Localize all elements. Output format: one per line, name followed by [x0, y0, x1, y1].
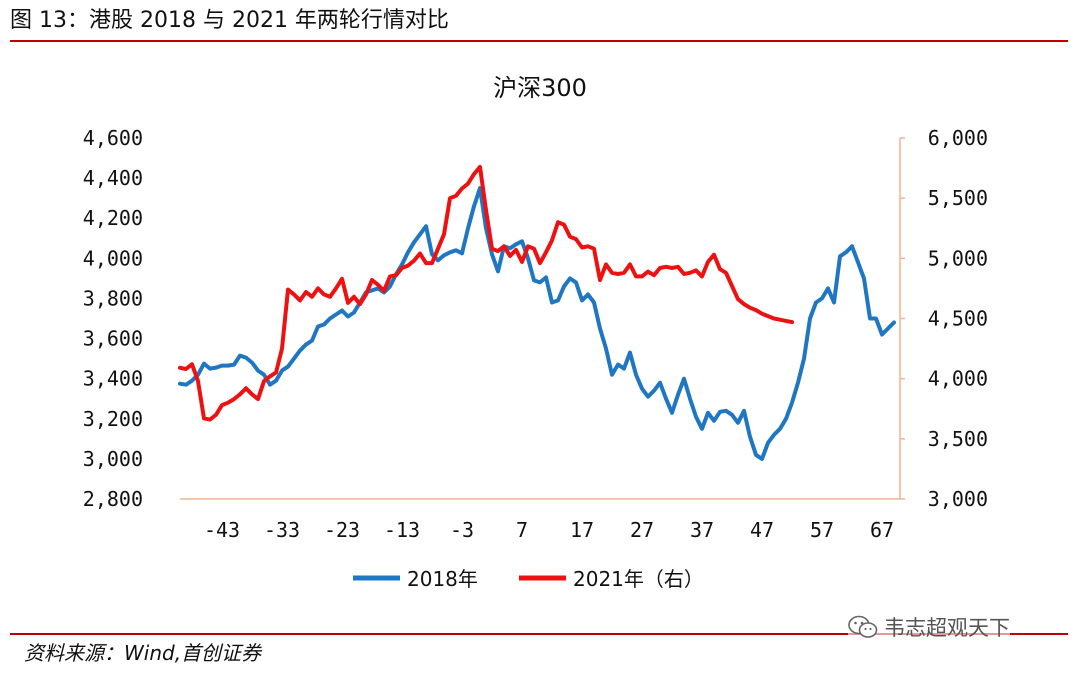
wechat-icon: [848, 615, 878, 638]
footer-rule: [10, 633, 1068, 635]
legend-label-2021: 2021年（右）: [573, 567, 704, 591]
legend-label-2018: 2018年: [407, 567, 478, 591]
x-tick-label: 17: [570, 518, 594, 542]
series-line-2021: [178, 164, 794, 422]
x-tick-label: -13: [384, 518, 420, 542]
x-tick-label: -23: [324, 518, 360, 542]
y-left-tick-label: 3,000: [83, 447, 143, 471]
x-tick-label: -3: [450, 518, 474, 542]
x-tick-label: -43: [204, 518, 240, 542]
x-tick-label: 67: [870, 518, 894, 542]
y-left-tick-label: 4,400: [83, 166, 143, 190]
x-tick-label: 57: [810, 518, 834, 542]
watermark: 韦志超观天下: [848, 612, 1010, 642]
title-rule: [10, 40, 1068, 42]
y-left-tick-label: 3,400: [83, 367, 143, 391]
x-tick-label: 7: [516, 518, 528, 542]
chart-title: 沪深300: [493, 74, 587, 102]
y-left-tick-label: 2,800: [83, 487, 143, 511]
chart-series: [178, 164, 896, 461]
y-left-tick-label: 3,800: [83, 286, 143, 310]
chart-legend: 2018年 2021年（右）: [353, 567, 704, 591]
y-right-tick-label: 3,000: [928, 487, 988, 511]
figure-title: 图 13：港股 2018 与 2021 年两轮行情对比: [10, 8, 449, 33]
series-line-2018: [178, 186, 896, 461]
y-right-tick-label: 6,000: [928, 126, 988, 150]
y-right-tick-label: 3,500: [928, 427, 988, 451]
chart-axes: 2,800 3,000 3,200 3,400 3,600 3,800 4,000 4,200…: [83, 126, 988, 542]
y-right-tick-label: 4,500: [928, 307, 988, 331]
y-right-tick-label: 4,000: [928, 367, 988, 391]
y-left-tick-label: 4,000: [83, 246, 143, 270]
y-right-tick-label: 5,000: [928, 246, 988, 270]
y-left-tick-label: 3,200: [83, 407, 143, 431]
y-left-tick-label: 4,200: [83, 206, 143, 230]
x-tick-label: 37: [690, 518, 714, 542]
x-tick-label: 27: [630, 518, 654, 542]
source-note: 资料来源：Wind,首创证券: [24, 641, 262, 665]
y-left-tick-label: 4,600: [83, 126, 143, 150]
y-left-tick-label: 3,600: [83, 327, 143, 351]
watermark-text: 韦志超观天下: [884, 616, 1010, 640]
x-tick-label: -33: [264, 518, 300, 542]
y-right-tick-label: 5,500: [928, 186, 988, 210]
x-tick-label: 47: [750, 518, 774, 542]
